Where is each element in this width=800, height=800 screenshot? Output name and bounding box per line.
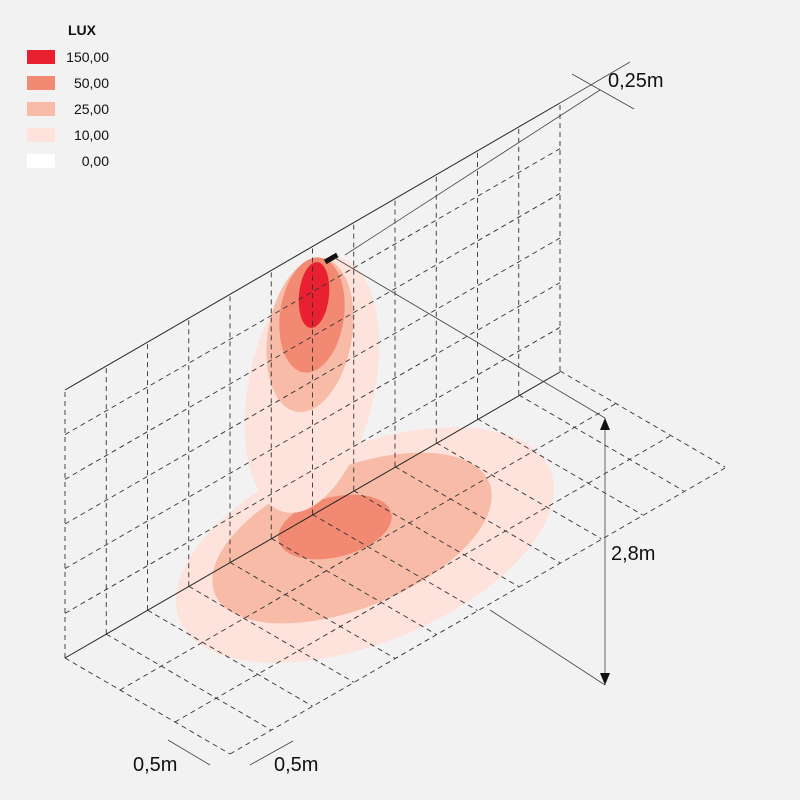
legend-swatch xyxy=(27,128,55,142)
legend-label: 0,00 xyxy=(82,153,109,169)
dimension-label: 0,25m xyxy=(608,70,664,92)
grid-line xyxy=(518,394,684,492)
contours xyxy=(175,257,555,663)
iso-contour xyxy=(298,262,330,328)
legend-label: 150,00 xyxy=(66,49,109,65)
wall-bottom-edge xyxy=(64,371,561,659)
grid-line xyxy=(436,442,602,540)
grid-line xyxy=(353,490,519,587)
grid-line xyxy=(559,370,726,468)
grid-line xyxy=(64,657,231,755)
grid-line xyxy=(106,633,272,731)
legend-label: 25,00 xyxy=(74,101,109,117)
dimension-line xyxy=(489,609,606,686)
grid xyxy=(64,103,726,755)
dimension-line xyxy=(249,740,294,766)
grid-line xyxy=(271,538,437,635)
dimension-line xyxy=(559,61,631,104)
dimension-line xyxy=(571,73,635,110)
wall-top-edge xyxy=(64,102,561,391)
grid-line xyxy=(229,561,396,659)
legend-swatch xyxy=(27,50,55,64)
grid-line xyxy=(312,514,478,611)
legend-swatch xyxy=(27,154,55,168)
dimension-label: 2,8m xyxy=(611,543,655,565)
legend-label: 50,00 xyxy=(74,75,109,91)
iso-contour xyxy=(278,494,392,560)
dimension-label: 0,5m xyxy=(274,754,318,776)
grid-line xyxy=(394,466,561,564)
legend-swatch xyxy=(27,76,55,90)
legend: 150,00 50,00 25,00 10,00 0,00 xyxy=(27,49,109,169)
dimension-label: 0,5m xyxy=(133,754,177,776)
legend-swatch xyxy=(27,102,55,116)
dimension-line xyxy=(334,257,606,419)
luminaire xyxy=(323,252,339,265)
dimension-line xyxy=(344,89,601,256)
grid-line xyxy=(188,585,354,683)
grid-line xyxy=(147,609,313,707)
legend-title: LUX xyxy=(68,22,97,38)
grid-line xyxy=(477,418,643,516)
legend-label: 10,00 xyxy=(74,127,109,143)
dimension-line xyxy=(167,739,211,766)
